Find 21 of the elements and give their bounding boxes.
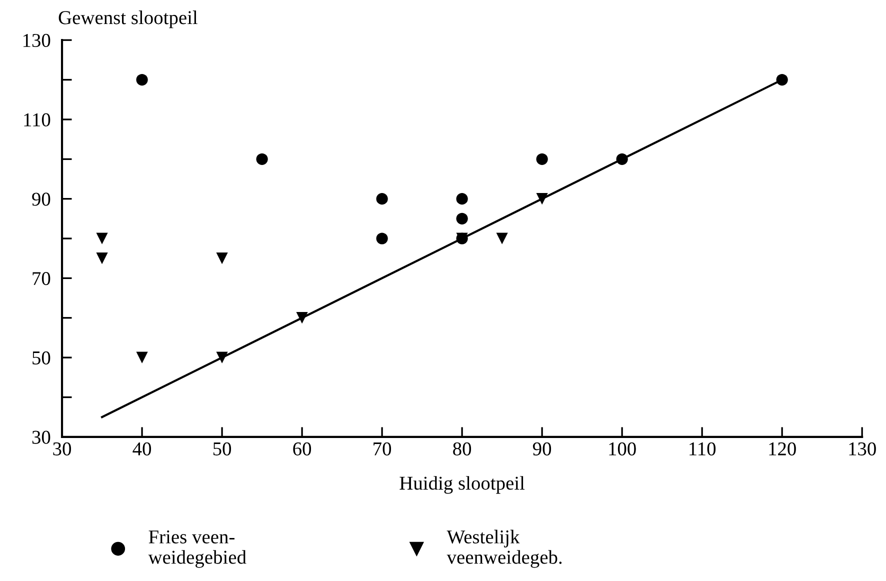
- legend-label: Westelijk veenweidegeb.: [446, 530, 562, 568]
- y-tick-label: 110: [24, 113, 50, 126]
- x-tick-label: 60: [293, 442, 312, 456]
- y-tick-label: 90: [32, 192, 50, 206]
- x-tick-label: 120: [769, 442, 796, 456]
- x-tick-label: 50: [213, 442, 232, 456]
- x-tick-label: 40: [132, 442, 152, 456]
- x-tick-label: 80: [453, 442, 472, 456]
- y-tick-label: 30: [32, 430, 50, 444]
- y-axis-title: Gewenst slootpeil: [58, 10, 198, 28]
- y-tick-label: 130: [23, 34, 50, 48]
- y-tick-label: 50: [32, 351, 50, 364]
- x-tick-label: 90: [532, 442, 552, 456]
- x-tick-label: 70: [374, 442, 392, 456]
- legend-label: Fries veen- weidegebied: [148, 530, 246, 568]
- x-tick-label: 100: [609, 442, 636, 456]
- y-tick-label: 70: [32, 272, 50, 286]
- x-tick-label: 30: [53, 442, 71, 456]
- x-tick-label: 110: [690, 442, 716, 456]
- x-tick-label: 130: [849, 442, 876, 456]
- x-axis-title: Huidig slootpeil: [400, 476, 525, 494]
